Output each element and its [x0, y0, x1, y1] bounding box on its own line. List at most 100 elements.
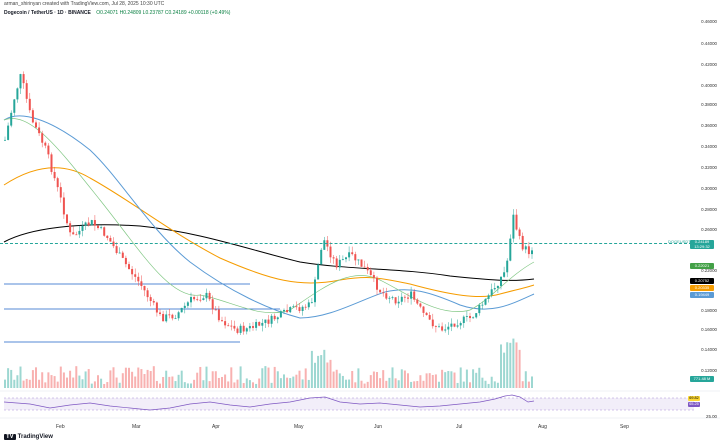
- ma-200-value-badge: 0.20752: [690, 278, 714, 284]
- countdown: 13:29:32: [694, 243, 710, 249]
- volume-bar: [196, 372, 199, 388]
- candle-body: [25, 83, 28, 99]
- candle-body: [230, 325, 233, 327]
- volume-bar: [484, 380, 487, 388]
- candle-body: [174, 318, 177, 320]
- volume-bar: [47, 372, 50, 388]
- time-label: Jun: [374, 424, 383, 430]
- candle-body: [521, 235, 524, 250]
- volume-bar: [152, 366, 155, 388]
- volume-bar: [106, 382, 109, 388]
- candle-body: [376, 277, 378, 290]
- volume-bar: [236, 379, 239, 388]
- symbol-legend[interactable]: Dogecoin / TetherUS · 1D · BINANCE O0.24…: [4, 10, 230, 16]
- volume-bar: [434, 374, 437, 388]
- candle-body: [103, 227, 106, 236]
- candle-body: [345, 257, 347, 260]
- volume-bar: [472, 369, 475, 388]
- volume-bar: [496, 382, 499, 388]
- candle-body: [227, 325, 230, 327]
- candle-body: [22, 74, 25, 84]
- candle-body: [363, 266, 366, 268]
- volume-bar: [66, 377, 68, 388]
- moving-average-100: [3, 167, 535, 298]
- volume-bar: [41, 372, 44, 388]
- time-label: Feb: [56, 424, 65, 430]
- candle-body: [199, 299, 202, 301]
- price-axis-label: 0.44000: [701, 41, 717, 46]
- candle-body: [100, 227, 103, 229]
- candle-body: [515, 214, 518, 230]
- price-axis-label: 0.36000: [701, 123, 717, 128]
- volume-bar: [394, 378, 397, 388]
- volume-bar: [22, 380, 25, 388]
- price-axis-label: 0.38000: [701, 102, 717, 107]
- candle-body: [211, 299, 214, 310]
- volume-bar: [227, 381, 230, 388]
- candle-body: [416, 299, 419, 304]
- price-axis-label: 0.46000: [701, 19, 717, 24]
- price-axis-label: 0.32000: [701, 165, 717, 170]
- candle-body: [391, 297, 394, 299]
- volume-bar: [493, 381, 496, 388]
- volume-bar: [397, 380, 400, 388]
- candle-body: [106, 235, 109, 238]
- volume-bar: [186, 383, 189, 388]
- volume-series: [4, 338, 533, 388]
- volume-bar: [93, 381, 96, 388]
- volume-bar: [38, 379, 41, 388]
- candle-body: [53, 171, 56, 179]
- volume-bar: [31, 370, 34, 388]
- volume-bar: [329, 359, 332, 388]
- candle-body: [159, 312, 161, 314]
- volume-bar: [403, 370, 406, 388]
- volume-bar: [208, 381, 211, 388]
- candle-body: [286, 309, 289, 313]
- volume-bar: [348, 379, 351, 388]
- volume-bar: [224, 374, 227, 388]
- candle-body: [224, 321, 227, 326]
- candle-body: [531, 250, 533, 255]
- volume-bar: [456, 382, 459, 388]
- candle-body: [366, 266, 369, 271]
- candle-body: [487, 295, 490, 299]
- volume-bar: [143, 374, 146, 388]
- volume-bar: [292, 376, 295, 388]
- volume-bar: [416, 381, 419, 388]
- candle-body: [208, 292, 211, 300]
- price-axis-label: 0.22000: [701, 268, 717, 273]
- volume-bar: [385, 380, 388, 388]
- candle-body: [69, 223, 72, 233]
- volume-bar: [310, 350, 313, 388]
- volume-bar: [332, 371, 335, 388]
- volume-bar: [317, 355, 320, 388]
- volume-bar: [341, 375, 344, 388]
- price-axis-label: 0.34000: [701, 144, 717, 149]
- candle-body: [512, 214, 515, 239]
- candle-body: [484, 298, 487, 305]
- volume-bar: [270, 382, 273, 388]
- moving-average-50: [3, 115, 535, 319]
- volume-bar: [4, 379, 6, 388]
- candle-body: [493, 288, 496, 290]
- volume-bar: [304, 368, 307, 388]
- candle-body: [304, 306, 307, 308]
- volume-bar: [447, 371, 450, 388]
- candle-body: [469, 316, 471, 319]
- candle-body: [490, 289, 493, 296]
- volume-bar: [168, 376, 171, 388]
- ma-100-value-badge: 0.20335: [690, 285, 714, 291]
- candle-body: [462, 316, 465, 324]
- candle-body: [307, 302, 310, 308]
- volume-bar: [487, 383, 490, 388]
- candle-body: [115, 246, 118, 253]
- volume-bar: [360, 380, 363, 388]
- candle-body: [78, 230, 81, 235]
- candle-body: [459, 323, 462, 326]
- candle-body: [403, 296, 406, 298]
- volume-bar: [242, 383, 245, 388]
- volume-bar: [450, 371, 453, 388]
- candle-body: [56, 178, 59, 188]
- candle-body: [44, 142, 47, 146]
